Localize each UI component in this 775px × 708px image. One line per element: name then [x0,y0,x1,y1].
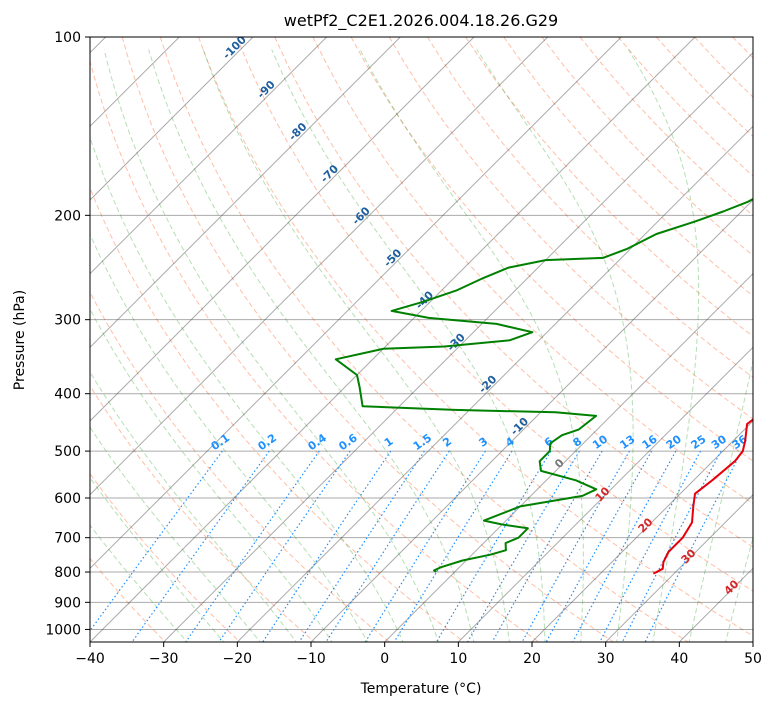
mixing-ratio-lines [90,450,743,642]
moist-adiabat-line [90,135,404,642]
y-tick-label: 400 [54,387,81,403]
plot-frame [89,36,754,643]
y-tick-label: 200 [54,208,81,224]
mixing-ratio-line [621,450,722,642]
y-axis-label: Pressure (hPa) [12,290,28,390]
dry-adiabat-line [121,37,615,642]
y-tick-label: 1000 [45,622,81,638]
mixing-ratio-line [572,450,677,642]
isotherm-line [383,272,753,642]
isotherm-line [604,493,753,642]
dry-adiabat-line [90,384,316,642]
dry-adiabat-line [90,557,167,642]
mixing-ratio-line [466,450,580,642]
mixing-ratio-line [491,450,603,642]
y-axis-ticks: 100 200 300 400 500 600 700 800 900 1000 [45,30,90,638]
x-tick-label: −10 [296,651,326,667]
isotherm-line [90,37,328,275]
mixing-ratio-line [644,450,743,642]
dry-adiabat-line [159,37,690,642]
y-tick-label: 800 [54,565,81,581]
moist-adiabat-line [725,536,753,642]
chart-title: wetPf2_C2E1.2026.004.18.26.G29 [284,11,558,31]
isotherm-line [310,199,753,642]
mixing-ratio-line [298,450,425,642]
mixing-ratio-line [393,450,513,642]
mixing-ratio-line [262,450,392,642]
background-lines [90,37,753,642]
y-tick-label: 900 [54,595,81,611]
dry-adiabat-line [90,59,540,642]
dry-adiabat-line [426,37,753,378]
isotherm-line [162,51,753,642]
isotherm-line [531,420,753,642]
moist-adiabat-line [90,308,333,642]
moist-adiabat-line [476,49,634,642]
x-axis-ticks: −40 −30 −20 −10 0 10 20 30 40 50 [75,642,762,667]
grid-lines [90,37,753,642]
temperature-profile-line [652,418,753,575]
mixing-ratio-line [364,450,486,642]
mixing-ratio-line [131,450,270,642]
isotherm-line [236,125,753,642]
moist-adiabat-line [90,233,369,642]
isotherm-line [90,37,696,642]
x-tick-label: 10 [449,651,467,667]
y-tick-label: 100 [54,30,81,46]
y-tick-label: 600 [54,491,81,507]
x-tick-label: −30 [149,651,179,667]
x-axis-label: Temperature (°C) [360,681,482,697]
moist-adiabat-line [359,49,584,642]
y-tick-label: 500 [54,444,81,460]
data-series [334,197,753,575]
dry-adiabat-line [236,37,753,592]
x-tick-label: −40 [75,651,105,667]
mixing-ratio-line [325,450,450,642]
isotherm-line [90,37,475,422]
moist-adiabat-line [148,49,475,642]
moist-adiabat-line [688,358,753,642]
moist-adiabat-line [202,49,510,642]
dewpoint-profile-line [334,197,753,573]
x-tick-label: 0 [380,651,389,667]
moist-adiabat-line [103,49,440,642]
isotherm-line [457,346,753,642]
isotherm-line [90,37,549,496]
dry-adiabat-line [388,37,753,420]
dry-adiabat-line [198,37,753,637]
dry-adiabat-line [90,472,241,642]
moist-adiabat-line [271,49,546,642]
y-tick-label: 700 [54,531,81,547]
x-tick-label: −20 [223,651,253,667]
y-tick-label: 300 [54,313,81,329]
dry-adiabat-line [503,37,753,297]
isotherm-line [90,37,623,570]
x-tick-label: 30 [597,651,615,667]
dry-adiabat-line [465,37,753,338]
x-tick-label: 50 [744,651,762,667]
x-tick-label: 40 [670,651,688,667]
x-tick-label: 20 [523,651,541,667]
isotherm-line [90,37,254,201]
dry-adiabat-line [90,186,465,642]
isotherm-line [90,37,402,349]
